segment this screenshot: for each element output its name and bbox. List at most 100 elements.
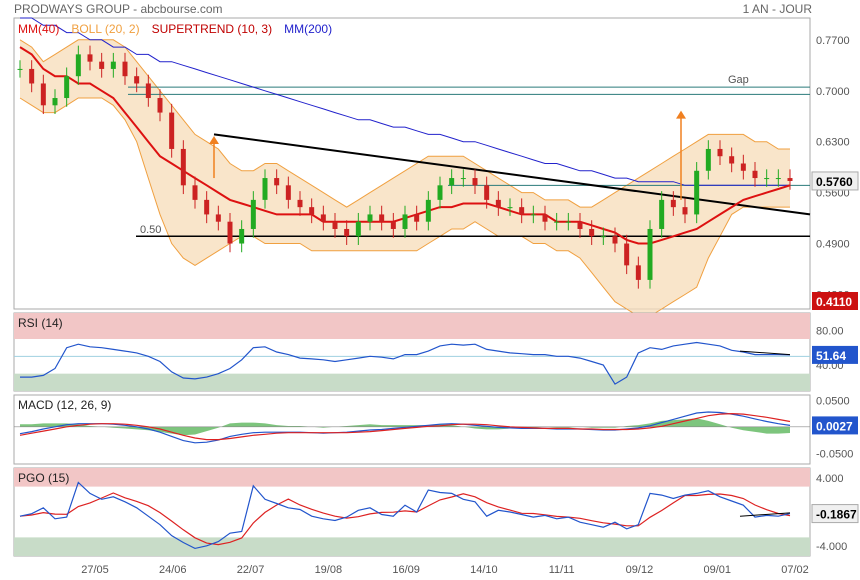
candle-body [705, 148, 711, 171]
x-tick-label: 09/12 [626, 564, 654, 576]
candle-body [227, 221, 233, 244]
candle-body [192, 185, 198, 200]
candle-body [530, 214, 536, 216]
x-tick-label: 14/10 [470, 564, 498, 576]
x-tick-label: 19/08 [315, 564, 343, 576]
last-price-value: 0.5760 [816, 175, 853, 189]
candle-body [309, 207, 315, 215]
x-tick-label: 24/06 [159, 564, 187, 576]
candle-body [694, 170, 700, 215]
candle-body [204, 199, 210, 215]
candle-body [145, 83, 151, 99]
candle-body [285, 185, 291, 200]
candle-body [332, 221, 338, 229]
candle-body [507, 207, 513, 209]
downtrend-line [213, 133, 811, 216]
low-price-badge [812, 291, 858, 310]
pgo-overbought-zone [14, 468, 810, 487]
candle-body [460, 178, 466, 180]
candle-body [554, 221, 560, 223]
candle-body [787, 178, 793, 181]
candle-body [297, 199, 303, 208]
candle-body [414, 214, 420, 222]
candle-body [355, 221, 361, 237]
candle-body [402, 214, 408, 229]
stock-title: PRODWAYS GROUP - abcbourse.com [14, 2, 223, 16]
candle-body [87, 54, 93, 62]
legend-pgo: PGO (15) [18, 471, 69, 485]
candle-body [320, 214, 326, 222]
macd-line [19, 411, 791, 444]
pgo-last-value: -0.1867 [816, 508, 857, 522]
rsi-tick-label: 80.00 [816, 325, 844, 337]
candle-body [75, 54, 81, 77]
candle-body [600, 236, 606, 238]
candle-body [472, 178, 478, 186]
x-tick-label: 27/05 [81, 564, 109, 576]
x-tick-label: 09/01 [703, 564, 731, 576]
candle-body [134, 76, 140, 84]
candle-body [519, 207, 525, 215]
candle-body [180, 148, 186, 186]
bollinger-band-area [20, 39, 790, 317]
candle-body [635, 265, 641, 280]
candle-body [40, 83, 46, 106]
candle-body [764, 178, 770, 180]
pgo-divergence-line [739, 512, 791, 517]
legend-supertrend: SUPERTREND (10, 3) [152, 22, 272, 36]
period-label: 1 AN - JOUR [742, 2, 812, 16]
pgo-oversold-zone [14, 537, 810, 556]
candle-body [484, 185, 490, 200]
price-tick-label: 0.7700 [816, 35, 850, 47]
candle-body [110, 61, 116, 69]
candle-body [262, 178, 268, 200]
candle-body [740, 163, 746, 171]
annotation-050: 0.50 [140, 224, 161, 236]
annotation-gap: Gap [728, 74, 749, 86]
x-tick-label: 11/11 [549, 564, 575, 576]
pgo-line [19, 481, 791, 550]
candle-body [495, 199, 501, 208]
macd-tick-label: 0.0500 [816, 395, 850, 407]
candle-body [367, 214, 373, 222]
legend-mm40: MM(40) [18, 22, 59, 36]
macd-value-badge [812, 416, 858, 435]
candle-body [250, 199, 256, 229]
last-price-badge [811, 171, 859, 191]
candle-body [215, 214, 221, 222]
candle-body [589, 228, 595, 237]
macd-signal-line [19, 412, 791, 441]
candle-body [775, 178, 781, 180]
low-price-value: 0.4110 [816, 295, 852, 309]
macd-panel-frame [13, 394, 811, 465]
candle-body [390, 221, 396, 229]
candle-body [344, 228, 350, 237]
candle-body [379, 214, 385, 222]
x-tick-label: 16/09 [392, 564, 420, 576]
candle-body [565, 221, 571, 223]
breakout-arrow-2-head [676, 110, 686, 119]
price-tick-label: 0.7000 [816, 86, 850, 98]
legend-boll: BOLL (20, 2) [71, 22, 139, 36]
price-tick-label: 0.6300 [816, 137, 850, 149]
price-tick-label: 0.5600 [816, 188, 850, 200]
candle-body [169, 112, 175, 149]
candle-body [659, 199, 665, 229]
macd-tick-label: -0.0500 [816, 448, 853, 460]
candle-body [99, 61, 105, 69]
candle-body [52, 98, 58, 106]
candle-body [17, 68, 23, 70]
pgo-tick-label: -4.000 [816, 541, 847, 553]
price-tick-label: 0.4900 [816, 239, 850, 251]
legend-rsi: RSI (14) [18, 316, 63, 330]
candle-body [542, 214, 548, 222]
candle-body [64, 76, 70, 99]
bollinger-lower-line [19, 97, 790, 317]
rsi-overbought-zone [14, 313, 810, 339]
candle-body [449, 178, 455, 186]
candle-body [752, 170, 758, 179]
candle-body [122, 61, 128, 77]
pgo-value-badge [811, 504, 859, 524]
legend-macd: MACD (12, 26, 9) [18, 398, 111, 412]
